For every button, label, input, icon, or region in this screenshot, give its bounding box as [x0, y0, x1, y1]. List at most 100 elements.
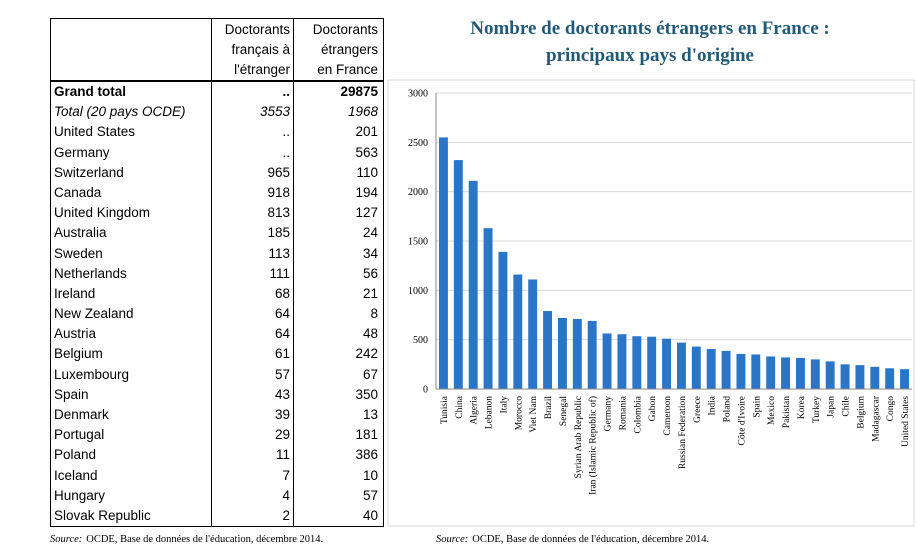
- table-cell: ..: [211, 82, 293, 103]
- bar: [557, 317, 567, 389]
- table-row: Slovak Republic 2 40: [51, 505, 383, 527]
- table-cell: 34: [293, 243, 381, 264]
- x-tick-label: Syrian Arab Republic: [574, 396, 584, 478]
- x-tick-label: Madagascar: [871, 395, 881, 442]
- x-tick-label: India: [708, 395, 718, 415]
- table-row: Iceland 7 10: [51, 465, 383, 486]
- table-cell: Belgium: [54, 346, 103, 362]
- y-tick-label: 2500: [408, 138, 428, 149]
- table-cell: United Kingdom: [54, 205, 151, 221]
- table-cell: 386: [293, 445, 381, 466]
- table-cell: 3553: [211, 102, 293, 123]
- table-row: Ireland 68 21: [51, 283, 383, 305]
- table-row: United Kingdom 813 127: [51, 203, 383, 224]
- source-text: OCDE, Base de données de l'éducation, dé…: [472, 534, 710, 545]
- table-cell: 813: [211, 203, 293, 224]
- bar: [810, 359, 820, 389]
- chart-source: Source: OCDE, Base de données de l'éducat…: [436, 534, 709, 545]
- header-row: Doctorants français à l'étranger Doctorants…: [51, 19, 383, 82]
- table-row: Austria 64 48: [51, 324, 383, 345]
- table-cell: 4: [211, 485, 293, 506]
- table-row: Belgium 61 242: [51, 344, 383, 365]
- bar: [795, 357, 805, 389]
- header-line: Doctorants: [224, 22, 290, 37]
- header-line: Doctorants: [312, 22, 378, 37]
- table-cell: 40: [293, 505, 381, 527]
- bar: [736, 353, 746, 389]
- table-cell: 57: [211, 364, 293, 385]
- table-row: Germany.. 563: [51, 142, 383, 163]
- x-tick-label: Senegal: [559, 396, 569, 426]
- table-cell: 110: [293, 162, 381, 183]
- x-tick-label: Germany: [604, 396, 614, 432]
- header-line: français à: [231, 42, 290, 57]
- table: Doctorants français à l'étranger Doctorants…: [50, 18, 384, 528]
- table-cell: 24: [293, 223, 381, 244]
- bar: [870, 366, 880, 389]
- bar: [587, 320, 597, 389]
- table-cell: Hungary: [54, 487, 106, 503]
- x-tick-label: Tunisia: [440, 395, 450, 424]
- bar: [513, 274, 523, 389]
- bar: [751, 354, 761, 389]
- header-line: l'étranger: [234, 62, 290, 77]
- bar: [483, 228, 493, 389]
- table-cell: Denmark: [54, 407, 109, 422]
- bar: [900, 369, 910, 389]
- table-cell: Netherlands: [54, 265, 127, 281]
- table-cell: 181: [293, 425, 381, 446]
- x-tick-label: Poland: [723, 396, 733, 423]
- bar: [572, 318, 582, 389]
- x-tick-label: Pakistan: [782, 396, 792, 428]
- table-cell: Germany: [54, 144, 110, 160]
- source-label: Source:: [436, 534, 469, 545]
- x-tick-label: Viet Nam: [529, 395, 539, 432]
- table-row: Canada 918 194: [51, 182, 383, 204]
- bar: [676, 342, 686, 389]
- bar: [498, 251, 508, 389]
- table-cell: Luxembourg: [54, 366, 130, 382]
- bar: [825, 361, 835, 389]
- table-cell: Switzerland: [54, 164, 124, 180]
- table-cell: 127: [293, 203, 381, 224]
- table-cell: Spain: [54, 386, 89, 402]
- table-cell: Slovak Republic: [54, 507, 151, 523]
- header-cell: Doctorants étrangers en France: [293, 19, 381, 80]
- table-cell: 29: [211, 425, 293, 446]
- bar: [691, 346, 701, 389]
- table-row: Switzerland 965 110: [51, 162, 383, 183]
- bar: [632, 336, 642, 389]
- x-tick-label: Romania: [618, 395, 628, 430]
- x-tick-label: Italy: [499, 396, 509, 414]
- x-tick-label: Cameroon: [663, 396, 673, 436]
- table-cell: 29875: [293, 82, 381, 103]
- y-tick-label: 0: [423, 385, 428, 396]
- table-cell: Grand total: [54, 84, 127, 99]
- bar: [840, 364, 850, 389]
- table-cell: 11: [211, 445, 293, 466]
- header-cell: Doctorants français à l'étranger: [211, 19, 293, 80]
- x-tick-label: Algeria: [470, 395, 480, 424]
- table-cell: 918: [211, 182, 293, 204]
- y-tick-label: 1000: [408, 286, 428, 297]
- header-line: en France: [317, 62, 378, 77]
- table-cell: 13: [293, 405, 381, 426]
- header-line: étrangers: [320, 42, 378, 57]
- table-cell: 111: [211, 263, 293, 284]
- y-tick-label: 500: [413, 335, 428, 346]
- table-row: Luxembourg 57 67: [51, 364, 383, 385]
- bar: [855, 365, 865, 389]
- table-cell: 56: [293, 263, 381, 284]
- table-cell: 242: [293, 344, 381, 365]
- table-cell: 10: [293, 465, 381, 486]
- x-tick-label: Colombia: [633, 395, 643, 433]
- table-cell: 48: [293, 324, 381, 345]
- table-cell: 64: [211, 324, 293, 345]
- chart-title: principaux pays d'origine: [546, 45, 754, 66]
- table-cell: 43: [211, 384, 293, 405]
- table-cell: 61: [211, 344, 293, 365]
- bar: [543, 311, 553, 389]
- y-tick-label: 1500: [408, 237, 428, 248]
- table-cell: Austria: [54, 326, 97, 342]
